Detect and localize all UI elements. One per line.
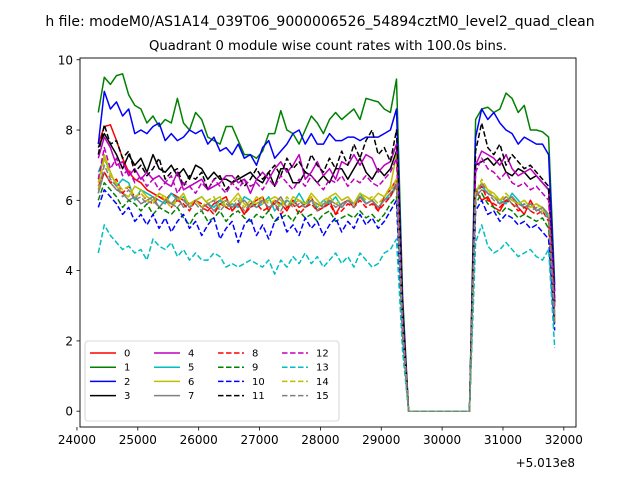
plot-frame <box>79 57 577 428</box>
legend-label-3: 3 <box>124 391 130 402</box>
y-tick-label: 2 <box>65 334 73 348</box>
legend-label-8: 8 <box>252 349 258 360</box>
chart-title: Quadrant 0 module wise count rates with … <box>149 39 507 54</box>
legend-label-13: 13 <box>316 363 329 374</box>
series-line-10 <box>97 189 556 412</box>
legend-label-12: 12 <box>316 349 329 360</box>
legend-label-5: 5 <box>188 363 194 374</box>
legend-label-14: 14 <box>316 377 329 388</box>
x-tick-label: 29000 <box>362 433 400 447</box>
legend-label-6: 6 <box>188 377 194 388</box>
x-tick-label: 31000 <box>484 433 522 447</box>
series-line-13 <box>97 224 556 412</box>
series-line-3 <box>97 132 556 412</box>
x-tick-label: 24000 <box>58 433 96 447</box>
chart-suptitle: h file: modeM0/AS1A14_039T06_9000006526_… <box>45 14 594 30</box>
legend-label-1: 1 <box>124 363 130 374</box>
x-tick-label: 26000 <box>180 433 218 447</box>
legend-label-4: 4 <box>188 349 194 360</box>
series-line-9 <box>97 182 556 412</box>
legend-label-15: 15 <box>316 391 329 402</box>
legend-label-11: 11 <box>252 391 265 402</box>
legend-label-0: 0 <box>124 349 130 360</box>
x-tick-label: 28000 <box>301 433 339 447</box>
x-tick-label: 27000 <box>240 433 278 447</box>
legend-label-9: 9 <box>252 363 258 374</box>
axes-layer: 24000 25000 26000 27000 28000 29000 30000 31000… <box>58 53 583 447</box>
x-tick-label: 32000 <box>545 433 583 447</box>
series-line-11 <box>97 122 556 412</box>
series-line-1 <box>97 73 556 412</box>
legend-label-7: 7 <box>188 391 194 402</box>
x-offset-label: +5.013e8 <box>516 456 575 470</box>
y-tick-label: 4 <box>65 264 73 278</box>
legend-label-10: 10 <box>252 377 265 388</box>
y-tick-label: 8 <box>65 124 73 138</box>
series-line-8 <box>97 171 556 412</box>
legend-label-2: 2 <box>124 377 130 388</box>
x-tick-label: 30000 <box>423 433 461 447</box>
series-line-15 <box>97 164 556 412</box>
x-tick-label: 25000 <box>119 433 157 447</box>
y-tick-label: 6 <box>65 194 73 208</box>
series-line-12 <box>97 146 556 412</box>
plot-layer <box>97 73 556 412</box>
y-tick-label: 0 <box>65 405 73 419</box>
legend-box <box>84 340 340 422</box>
y-tick-label: 10 <box>58 53 73 67</box>
series-line-2 <box>97 90 556 412</box>
